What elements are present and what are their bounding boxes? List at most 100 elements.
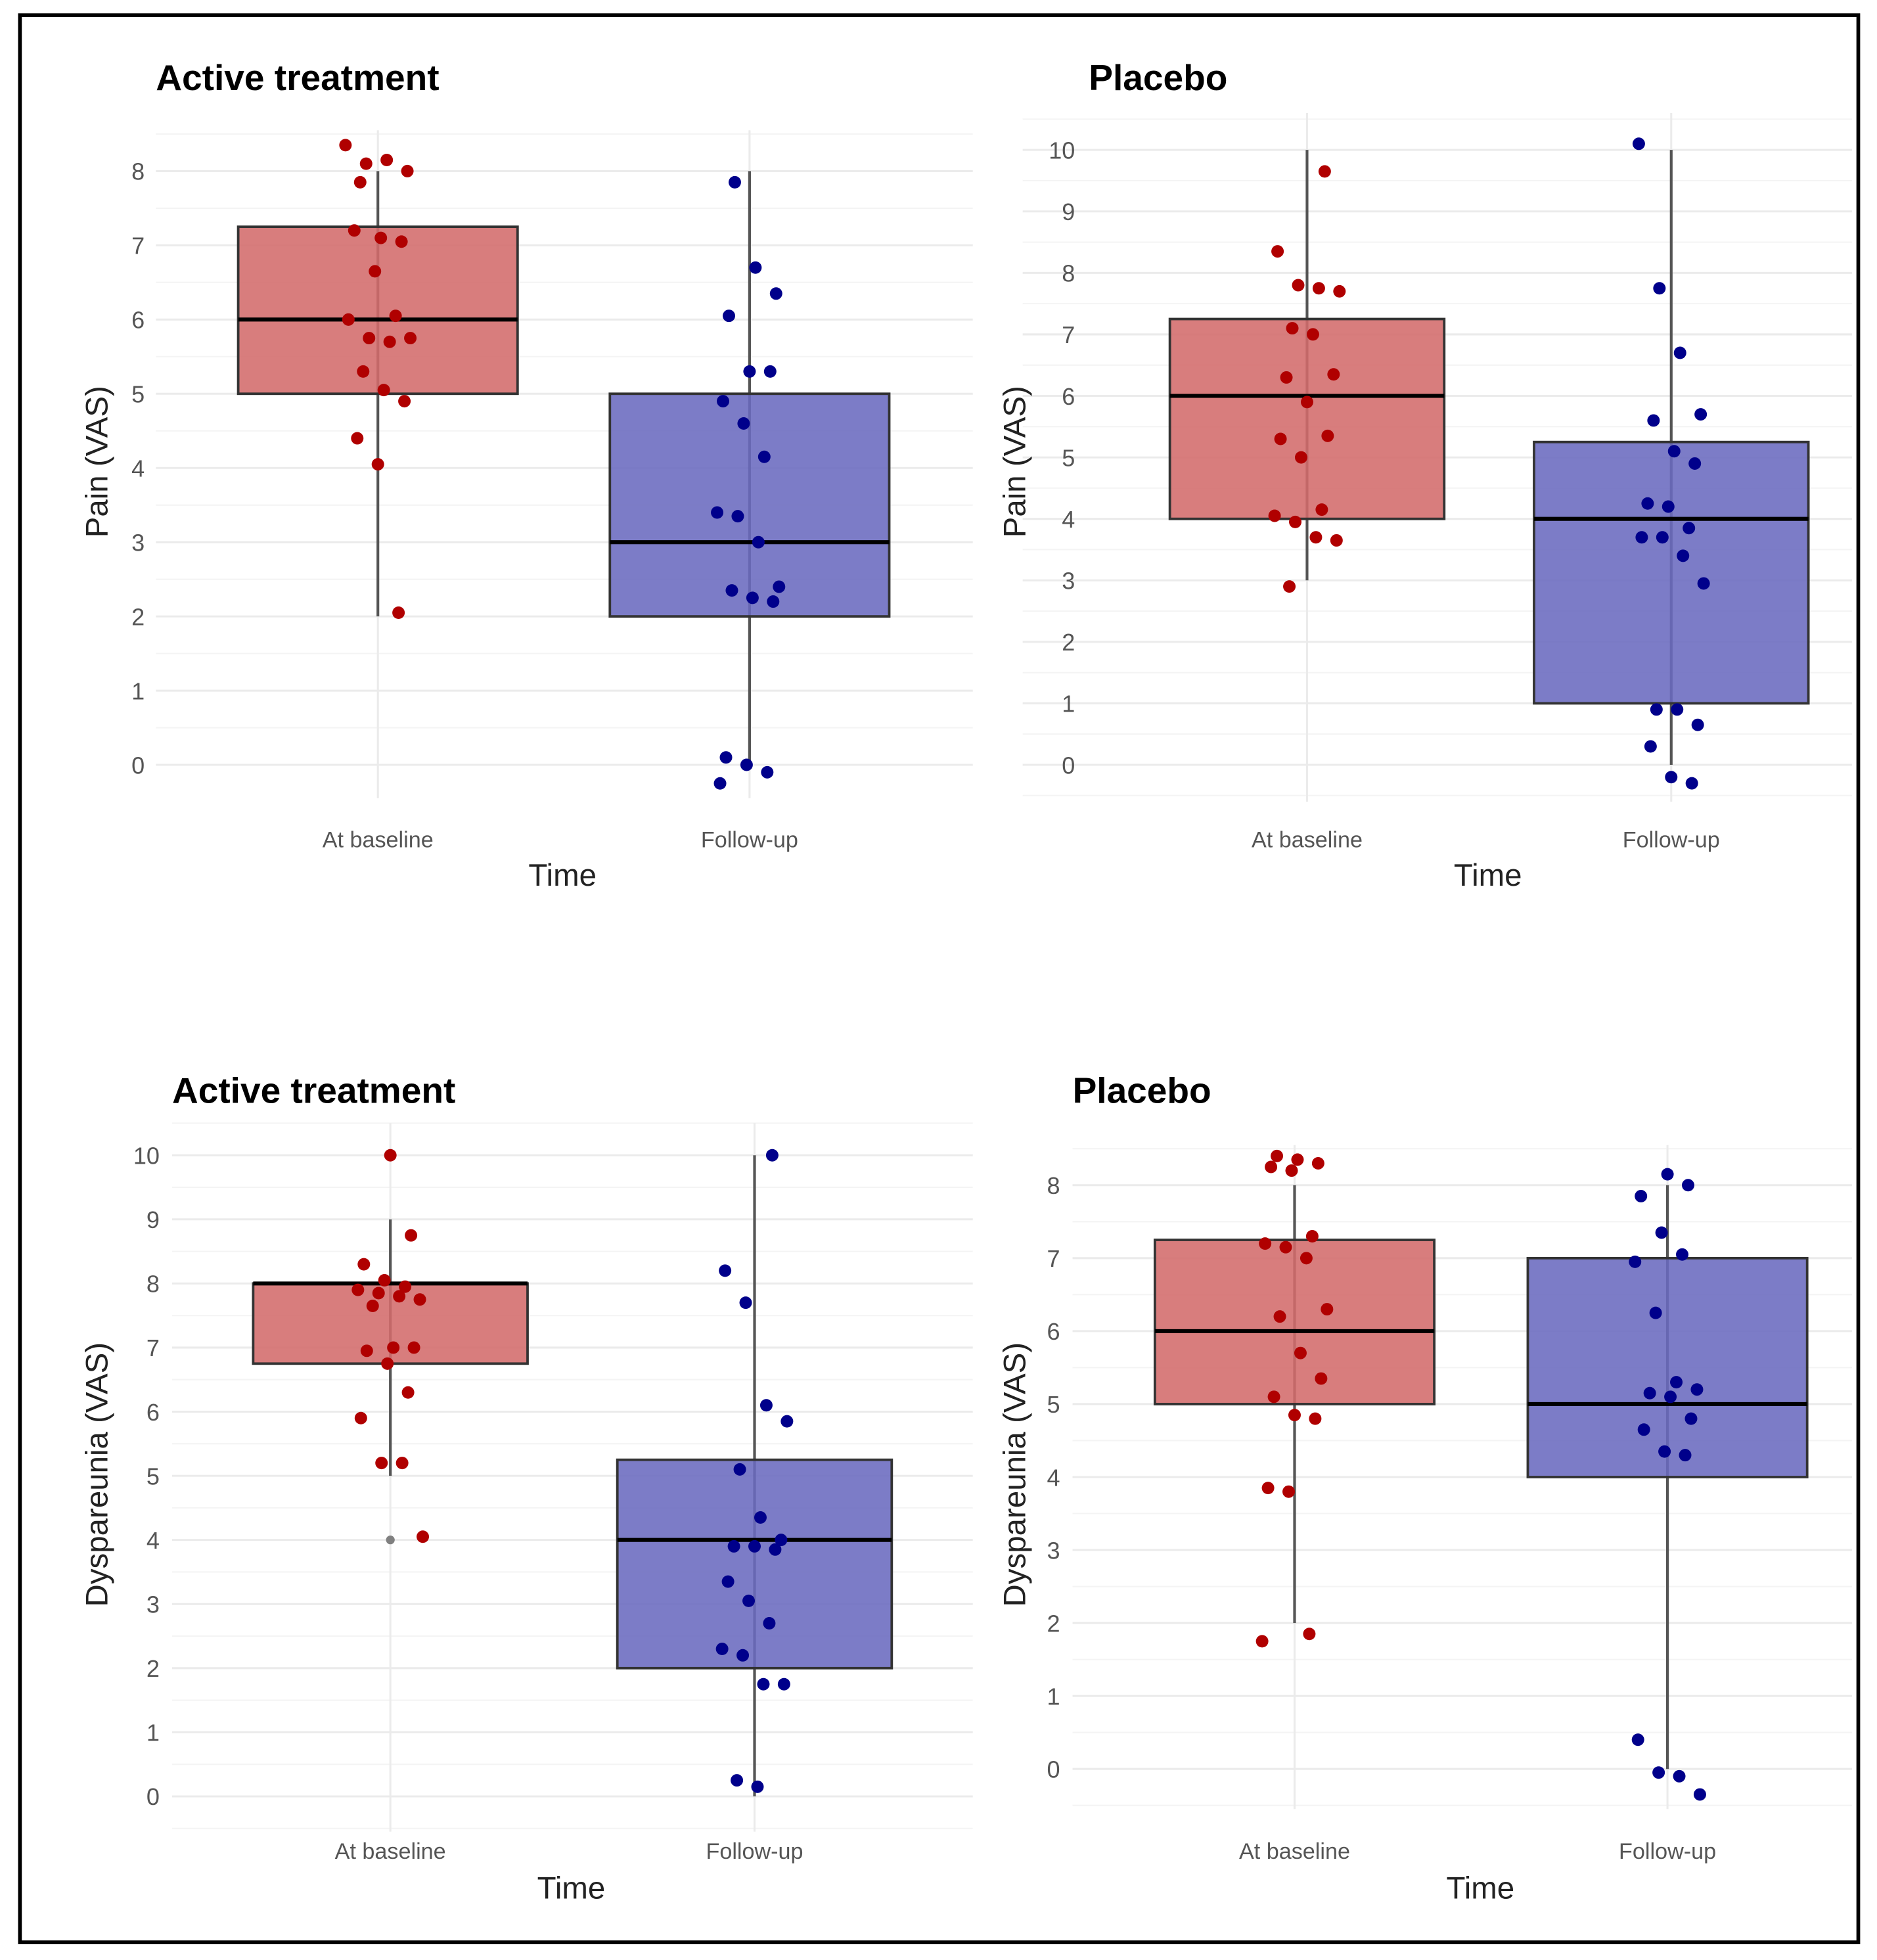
data-point [1694,408,1707,421]
data-point [1673,1769,1686,1783]
data-point [1661,1168,1674,1181]
data-point [389,309,402,323]
box-iqr [1526,1256,1809,1478]
data-point [1267,1390,1280,1403]
data-point [1294,451,1307,464]
data-point [377,384,390,397]
x-tick-label: Follow-up [1619,1839,1716,1864]
data-point [395,235,408,248]
data-point [1676,1248,1689,1261]
data-point [749,261,762,274]
data-point [748,1539,761,1553]
x-axis-label: Time [1447,1871,1515,1906]
data-point [759,1399,773,1412]
data-point [1280,371,1293,384]
x-axis-label: Time [537,1871,606,1906]
data-point [1691,718,1704,731]
data-point [1673,346,1686,359]
y-tick-label: 1 [1062,691,1075,718]
data-point [721,1575,735,1588]
data-point [1629,1255,1642,1268]
data-point [1641,497,1654,510]
x-tick-label: Follow-up [706,1839,803,1864]
data-point [711,506,724,519]
x-tick-label: At baseline [1252,827,1363,852]
data-point [769,287,782,300]
y-tick-label: 2 [131,603,145,630]
data-point [1271,245,1284,258]
data-point [752,536,765,549]
data-point [731,1774,744,1787]
y-tick-label: 5 [131,381,145,408]
y-tick-label: 1 [1047,1683,1060,1710]
data-point [1309,1412,1322,1425]
data-point [354,1411,367,1424]
data-point [404,332,417,345]
data-point [1303,1628,1316,1641]
panel-title: Placebo [1073,1070,1211,1110]
outlier-point [386,1536,395,1545]
panel-placebo-pain: 0 1 2 3 4 5 6 7 8 9 10 Placebo Time Pain (VAS) At base… [997,57,1853,893]
y-tick-label: 7 [1062,321,1075,348]
data-point [739,1296,752,1310]
data-point [1279,1241,1292,1254]
data-point [769,1543,782,1556]
data-point [1671,703,1684,716]
data-point [405,1229,418,1242]
box-iqr [608,392,891,618]
data-point [393,1290,406,1303]
y-tick-label: 8 [1062,260,1075,287]
box-iqr [616,1458,893,1670]
data-point [761,765,774,779]
box-iqr [1168,317,1446,520]
x-axis-label: Time [1454,858,1522,893]
y-tick-label: 4 [131,455,145,482]
data-point [754,1511,767,1524]
y-tick-label: 8 [147,1271,160,1298]
data-point [1681,1179,1694,1192]
box-iqr [1153,1239,1436,1405]
data-point [731,510,744,523]
data-point [1273,1310,1286,1323]
data-point [713,777,727,790]
y-tick-label: 6 [147,1399,160,1426]
data-point [1679,1449,1692,1462]
data-point [740,758,753,771]
y-tick-label: 5 [1047,1391,1060,1418]
data-point [384,1149,397,1162]
data-point [353,175,367,189]
data-point [371,458,384,471]
y-tick-label: 0 [147,1783,160,1810]
data-point [777,1677,790,1691]
y-axis-label: Dyspareunia (VAS) [79,1342,114,1607]
data-point [351,1283,365,1296]
x-tick-label: At baseline [335,1839,446,1864]
data-point [1283,580,1296,593]
data-point [1330,534,1343,547]
data-point [1677,549,1690,562]
y-axis-label: Pain (VAS) [79,386,114,537]
data-point [1693,1788,1706,1801]
data-point [1688,457,1702,470]
y-axis-label: Dyspareunia (VAS) [997,1342,1032,1607]
y-tick-label: 6 [131,307,145,334]
data-point [1670,1376,1683,1389]
y-axis-label: Pain (VAS) [997,386,1032,537]
y-tick-label: 10 [133,1143,160,1170]
data-point [1286,322,1299,335]
data-point [366,1300,379,1313]
data-point [1658,1445,1671,1458]
data-point [383,335,396,348]
data-point [1644,740,1657,753]
data-point [715,1643,729,1656]
data-point [1662,500,1675,513]
data-point [413,1293,426,1306]
data-point [765,1149,779,1162]
data-point [369,265,382,278]
data-point [399,1280,412,1293]
data-point [780,1415,794,1428]
data-point [357,1258,371,1271]
y-tick-label: 4 [1047,1464,1060,1491]
data-point [1650,703,1663,716]
data-point [378,1273,391,1287]
